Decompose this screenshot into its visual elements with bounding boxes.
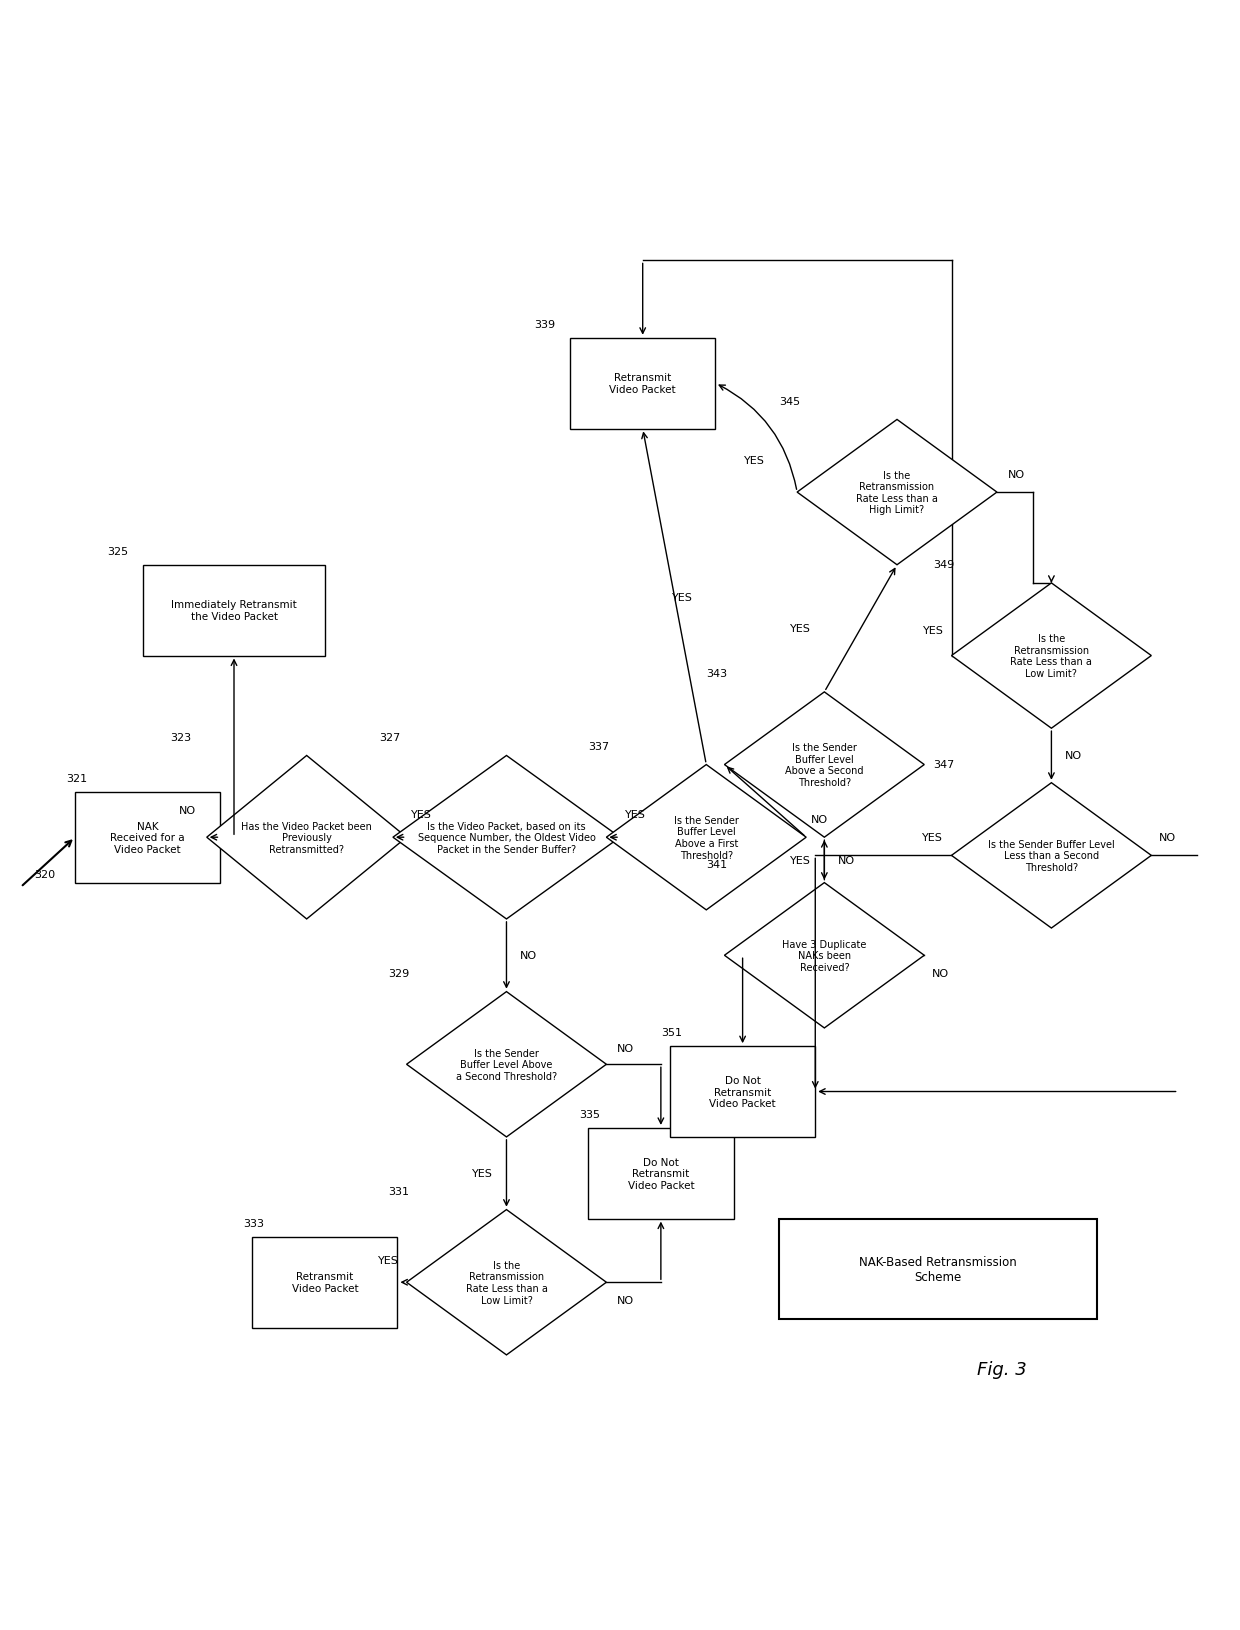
Text: YES: YES — [744, 456, 765, 466]
Text: 333: 333 — [243, 1218, 264, 1227]
Text: Fig. 3: Fig. 3 — [977, 1359, 1027, 1377]
Text: Has the Video Packet been
Previously
Retransmitted?: Has the Video Packet been Previously Ret… — [242, 822, 372, 854]
Text: YES: YES — [921, 833, 942, 843]
Text: 341: 341 — [707, 859, 728, 869]
Text: 349: 349 — [934, 561, 955, 570]
Text: NO: NO — [1158, 833, 1176, 843]
Polygon shape — [724, 693, 924, 838]
Text: Retransmit
Video Packet: Retransmit Video Packet — [609, 373, 676, 394]
Text: Is the Sender
Buffer Level
Above a Second
Threshold?: Is the Sender Buffer Level Above a Secon… — [785, 743, 863, 787]
Polygon shape — [724, 883, 924, 1029]
Text: YES: YES — [790, 856, 811, 866]
Text: Immediately Retransmit
the Video Packet: Immediately Retransmit the Video Packet — [171, 600, 296, 621]
Text: NO: NO — [1008, 469, 1025, 479]
Text: YES: YES — [625, 810, 645, 820]
Text: Do Not
Retransmit
Video Packet: Do Not Retransmit Video Packet — [709, 1076, 776, 1108]
Text: NO: NO — [618, 1043, 635, 1053]
Text: 339: 339 — [533, 319, 554, 329]
Text: NO: NO — [520, 950, 537, 960]
Text: NO: NO — [931, 968, 949, 980]
Polygon shape — [393, 756, 620, 919]
FancyBboxPatch shape — [252, 1237, 398, 1328]
FancyBboxPatch shape — [670, 1046, 815, 1138]
Text: 343: 343 — [707, 668, 728, 678]
Text: NAK
Received for a
Video Packet: NAK Received for a Video Packet — [110, 822, 185, 854]
Text: YES: YES — [412, 810, 432, 820]
Text: Is the
Retransmission
Rate Less than a
Low Limit?: Is the Retransmission Rate Less than a L… — [1011, 634, 1092, 678]
Text: 337: 337 — [588, 742, 609, 751]
Polygon shape — [797, 421, 997, 566]
FancyBboxPatch shape — [779, 1219, 1097, 1319]
Text: 329: 329 — [388, 968, 409, 978]
Text: Do Not
Retransmit
Video Packet: Do Not Retransmit Video Packet — [627, 1157, 694, 1190]
Text: NO: NO — [1065, 751, 1083, 761]
Text: NO: NO — [838, 856, 856, 866]
Text: YES: YES — [672, 592, 693, 601]
Text: 335: 335 — [579, 1108, 600, 1120]
Polygon shape — [951, 584, 1151, 729]
FancyBboxPatch shape — [143, 566, 325, 657]
Text: 320: 320 — [35, 869, 56, 879]
Text: 327: 327 — [379, 732, 401, 742]
Polygon shape — [951, 784, 1151, 929]
Text: 347: 347 — [934, 760, 955, 769]
Text: Is the Video Packet, based on its
Sequence Number, the Oldest Video
Packet in th: Is the Video Packet, based on its Sequen… — [418, 822, 595, 854]
Text: NO: NO — [811, 815, 828, 825]
Text: 325: 325 — [107, 546, 128, 556]
Text: 345: 345 — [779, 396, 800, 406]
Text: YES: YES — [924, 626, 944, 636]
Text: 351: 351 — [661, 1027, 682, 1037]
Text: YES: YES — [378, 1255, 399, 1265]
Polygon shape — [606, 764, 806, 910]
Text: Is the Sender
Buffer Level
Above a First
Threshold?: Is the Sender Buffer Level Above a First… — [673, 815, 739, 861]
Text: 323: 323 — [170, 732, 191, 742]
Polygon shape — [207, 756, 407, 919]
Text: Is the
Retransmission
Rate Less than a
Low Limit?: Is the Retransmission Rate Less than a L… — [465, 1260, 547, 1306]
FancyBboxPatch shape — [570, 339, 715, 429]
Text: Is the Sender Buffer Level
Less than a Second
Threshold?: Is the Sender Buffer Level Less than a S… — [988, 839, 1115, 872]
Text: Retransmit
Video Packet: Retransmit Video Packet — [291, 1271, 358, 1293]
FancyBboxPatch shape — [76, 792, 221, 883]
Text: YES: YES — [472, 1169, 492, 1178]
Text: Is the
Retransmission
Rate Less than a
High Limit?: Is the Retransmission Rate Less than a H… — [856, 471, 937, 515]
Text: NO: NO — [618, 1296, 635, 1306]
Text: YES: YES — [790, 624, 811, 634]
Text: Have 3 Duplicate
NAKs been
Received?: Have 3 Duplicate NAKs been Received? — [782, 939, 867, 971]
FancyBboxPatch shape — [588, 1128, 734, 1219]
Text: 321: 321 — [66, 773, 87, 784]
Polygon shape — [407, 993, 606, 1138]
Text: NAK-Based Retransmission
Scheme: NAK-Based Retransmission Scheme — [859, 1255, 1017, 1283]
Text: 331: 331 — [388, 1187, 409, 1196]
Text: Is the Sender
Buffer Level Above
a Second Threshold?: Is the Sender Buffer Level Above a Secon… — [456, 1048, 557, 1081]
Text: NO: NO — [179, 805, 196, 815]
Polygon shape — [407, 1209, 606, 1355]
